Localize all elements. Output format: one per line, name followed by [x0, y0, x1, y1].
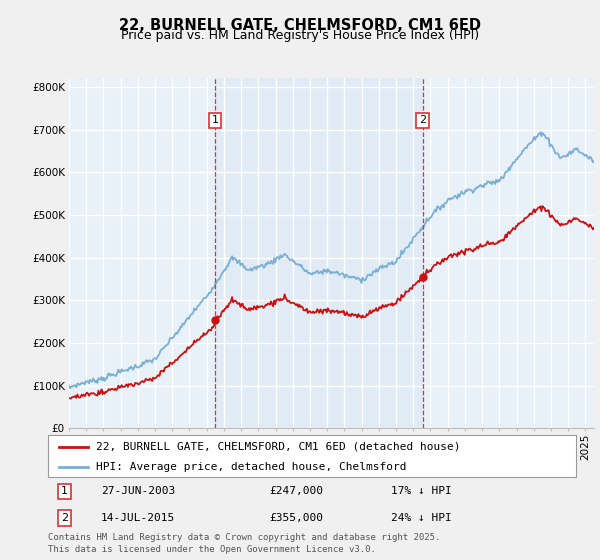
Text: 27-JUN-2003: 27-JUN-2003 [101, 487, 175, 496]
Text: HPI: Average price, detached house, Chelmsford: HPI: Average price, detached house, Chel… [95, 461, 406, 472]
Text: £355,000: £355,000 [270, 513, 324, 523]
Text: 2: 2 [61, 513, 68, 523]
Text: 22, BURNELL GATE, CHELMSFORD, CM1 6ED (detached house): 22, BURNELL GATE, CHELMSFORD, CM1 6ED (d… [95, 442, 460, 452]
Text: £247,000: £247,000 [270, 487, 324, 496]
Text: 14-JUL-2015: 14-JUL-2015 [101, 513, 175, 523]
Text: Contains HM Land Registry data © Crown copyright and database right 2025.
This d: Contains HM Land Registry data © Crown c… [48, 533, 440, 554]
Text: 1: 1 [61, 487, 68, 496]
Text: 22, BURNELL GATE, CHELMSFORD, CM1 6ED: 22, BURNELL GATE, CHELMSFORD, CM1 6ED [119, 18, 481, 33]
Text: 2: 2 [419, 115, 426, 125]
Text: Price paid vs. HM Land Registry's House Price Index (HPI): Price paid vs. HM Land Registry's House … [121, 29, 479, 42]
Text: 17% ↓ HPI: 17% ↓ HPI [391, 487, 452, 496]
Text: 24% ↓ HPI: 24% ↓ HPI [391, 513, 452, 523]
Text: 1: 1 [212, 115, 218, 125]
Bar [215, 78, 422, 428]
